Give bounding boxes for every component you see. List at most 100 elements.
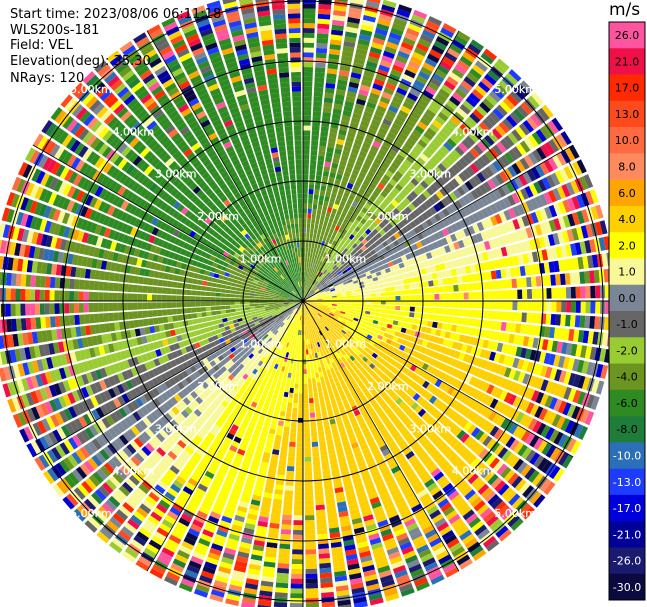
- velocity-gate: [299, 383, 303, 389]
- velocity-gate: [498, 211, 508, 223]
- velocity-gate: [306, 223, 311, 229]
- velocity-gate: [501, 343, 509, 354]
- velocity-gate: [400, 105, 411, 115]
- velocity-gate: [300, 325, 302, 331]
- velocity-gate: [452, 91, 464, 103]
- velocity-gate: [279, 370, 285, 377]
- velocity-gate: [530, 166, 541, 180]
- velocity-gate: [480, 52, 495, 65]
- velocity-gate: [460, 372, 468, 382]
- velocity-gate: [324, 310, 330, 315]
- velocity-gate: [321, 240, 326, 247]
- velocity-gate: [442, 315, 449, 323]
- velocity-gate: [306, 364, 311, 370]
- velocity-gate: [592, 331, 599, 345]
- velocity-gate: [487, 131, 499, 143]
- velocity-gate: [399, 284, 405, 290]
- velocity-gate: [443, 141, 454, 152]
- velocity-gate: [281, 381, 286, 387]
- velocity-gate: [337, 316, 344, 321]
- velocity-gate: [382, 233, 390, 241]
- velocity-gate: [517, 254, 525, 265]
- velocity-gate: [342, 278, 348, 283]
- velocity-gate: [403, 346, 410, 354]
- velocity-gate: [316, 292, 321, 295]
- velocity-gate: [419, 288, 425, 294]
- velocity-gate: [399, 344, 406, 351]
- velocity-gate: [498, 199, 507, 210]
- velocity-gate: [292, 407, 298, 413]
- velocity-gate: [357, 278, 364, 283]
- velocity-gate: [320, 308, 326, 312]
- velocity-gate: [462, 283, 469, 292]
- velocity-gate: [386, 182, 394, 191]
- velocity-gate: [531, 301, 537, 312]
- velocity-gate: [499, 390, 508, 401]
- velocity-gate: [288, 392, 294, 398]
- velocity-gate: [505, 245, 513, 256]
- velocity-gate: [355, 159, 364, 167]
- velocity-gate: [516, 359, 525, 370]
- velocity-gate: [365, 271, 372, 276]
- velocity-gate: [405, 328, 412, 335]
- velocity-gate: [570, 243, 578, 256]
- velocity-gate: [307, 378, 312, 384]
- velocity-gate: [356, 215, 363, 222]
- velocity-gate: [294, 505, 303, 511]
- velocity-gate: [315, 406, 321, 413]
- velocity-gate: [432, 351, 440, 360]
- velocity-gate: [544, 326, 551, 338]
- velocity-gate: [482, 98, 495, 110]
- velocity-gate: [326, 306, 332, 309]
- velocity-gate: [419, 153, 429, 163]
- velocity-gate: [307, 344, 311, 350]
- velocity-gate: [373, 316, 380, 321]
- velocity-gate: [404, 206, 413, 215]
- velocity-gate: [311, 431, 318, 438]
- velocity-gate: [290, 588, 303, 594]
- velocity-gate: [526, 361, 534, 373]
- velocity-gate: [501, 311, 508, 321]
- velocity-gate: [326, 146, 334, 153]
- velocity-gate: [303, 364, 307, 370]
- velocity-gate: [532, 337, 539, 349]
- velocity-gate: [334, 198, 341, 206]
- velocity-gate: [552, 187, 562, 201]
- velocity-gate: [476, 141, 488, 153]
- velocity-gate: [442, 208, 450, 217]
- velocity-gate: [315, 62, 326, 69]
- velocity-gate: [321, 180, 328, 187]
- velocity-gate: [359, 326, 366, 332]
- velocity-gate: [415, 102, 426, 112]
- velocity-gate: [463, 309, 469, 317]
- velocity-gate: [465, 166, 476, 177]
- velocity-gate: [305, 334, 308, 340]
- velocity-gate: [486, 178, 497, 190]
- velocity-gate: [582, 376, 591, 391]
- velocity-gate: [476, 198, 485, 209]
- velocity-gate: [548, 219, 557, 232]
- velocity-gate: [379, 229, 386, 236]
- velocity-gate: [366, 304, 372, 308]
- velocity-gate: [493, 259, 501, 269]
- velocity-gate: [322, 252, 327, 258]
- velocity-gate: [328, 53, 340, 60]
- velocity-gate: [547, 120, 559, 135]
- velocity-gate: [407, 168, 416, 177]
- velocity-gate: [316, 421, 323, 427]
- velocity-gate: [316, 42, 328, 49]
- velocity-gate: [482, 118, 494, 130]
- velocity-gate: [434, 68, 447, 79]
- velocity-gate: [314, 269, 319, 275]
- velocity-gate: [571, 405, 581, 420]
- velocity-gate: [315, 179, 321, 186]
- velocity-gate: [556, 287, 562, 299]
- velocity-gate: [350, 0, 365, 5]
- velocity-gate: [418, 38, 432, 48]
- velocity-gate: [458, 334, 466, 343]
- velocity-gate: [311, 279, 315, 285]
- velocity-gate: [557, 355, 566, 368]
- velocity-gate: [543, 235, 551, 248]
- velocity-gate: [281, 524, 292, 530]
